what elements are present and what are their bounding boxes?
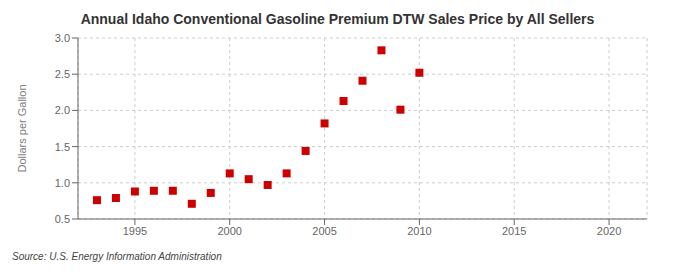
svg-text:2010: 2010 (407, 225, 431, 237)
svg-text:2015: 2015 (502, 225, 526, 237)
html-text:Annual Idaho Conventional Gaso: Annual Idaho Conventional Gasoline Premi… (80, 11, 595, 27)
svg-text:2020: 2020 (597, 225, 621, 237)
svg-text:1.5: 1.5 (55, 141, 70, 153)
svg-text:3.0: 3.0 (55, 32, 70, 44)
svg-text:0.5: 0.5 (55, 213, 70, 225)
svg-text:Dollars per Gallon: Dollars per Gallon (16, 84, 28, 172)
svg-text:2.5: 2.5 (55, 68, 70, 80)
svg-text:1995: 1995 (123, 225, 147, 237)
svg-text:1.0: 1.0 (55, 177, 70, 189)
svg-text:2000: 2000 (217, 225, 241, 237)
svg-text:2.0: 2.0 (55, 104, 70, 116)
html-text:Source: U.S. Energy Informatio: Source: U.S. Energy Information Administ… (12, 251, 222, 262)
svg-text:2005: 2005 (312, 225, 336, 237)
